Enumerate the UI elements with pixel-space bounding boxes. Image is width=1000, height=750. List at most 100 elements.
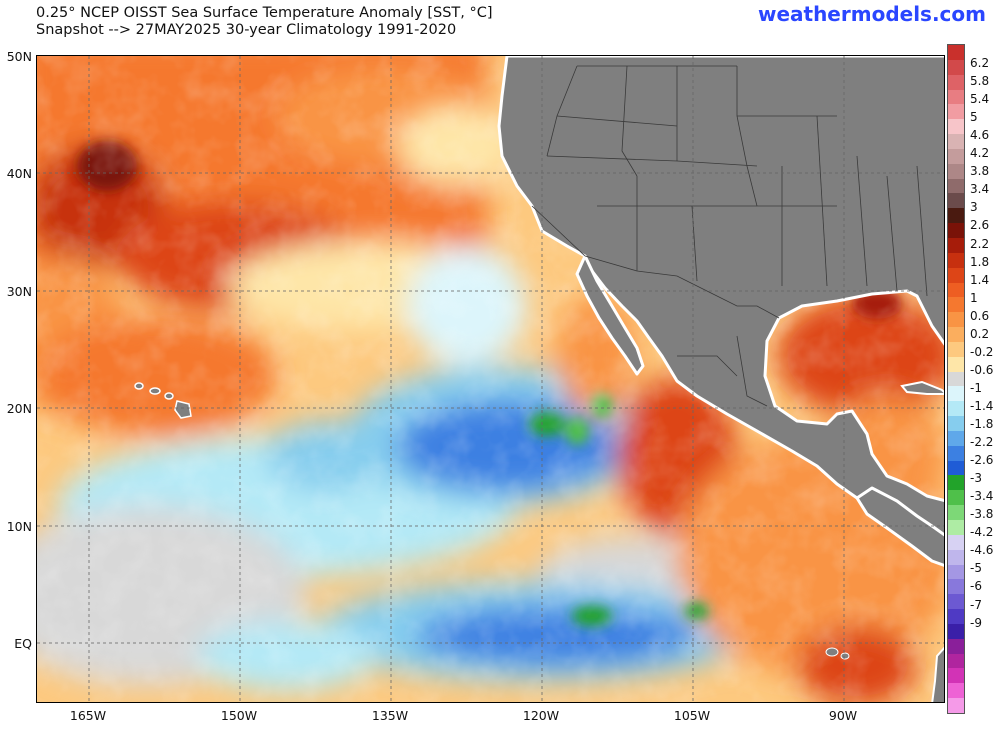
colorbar-tick-label: -0.2: [970, 344, 994, 359]
colorbar-segment: [948, 252, 964, 268]
colorbar-segment: [948, 237, 964, 253]
colorbar-segment: [948, 683, 964, 699]
colorbar-segment: [948, 594, 964, 610]
colorbar-segment: [948, 104, 964, 120]
colorbar-segment: [948, 119, 964, 135]
colorbar-segment: [948, 638, 964, 654]
colorbar-tick-label: -4.2: [970, 525, 994, 540]
colorbar-segment: [948, 59, 964, 75]
colorbar-segment: [948, 430, 964, 446]
graticule: [37, 56, 944, 702]
colorbar-segment: [948, 520, 964, 535]
map-subtitle: Snapshot --> 27MAY2025 30-year Climatolo…: [36, 22, 457, 38]
colorbar-tick-label: 4.2: [970, 146, 990, 161]
lat-label-20n: 20N: [6, 401, 32, 416]
colorbar-segment: [948, 416, 964, 431]
colorbar-segment: [948, 134, 964, 149]
colorbar-tick-label: -3: [970, 471, 982, 486]
lon-label-165w: 165W: [69, 708, 107, 723]
colorbar-segment: [948, 609, 964, 624]
colorbar-segment: [948, 490, 964, 506]
colorbar-segment: [948, 445, 964, 461]
map-title: 0.25° NCEP OISST Sea Surface Temperature…: [36, 5, 493, 21]
colorbar-tick-label: -3.8: [970, 507, 994, 522]
colorbar-tick-label: -1: [970, 380, 982, 395]
colorbar-segment: [948, 564, 964, 580]
colorbar-tick-label: -9: [970, 615, 982, 630]
colorbar-tick-label: 6.2: [970, 56, 990, 70]
colorbar-segment: [948, 579, 964, 595]
colorbar-segment: [948, 223, 964, 238]
colorbar-segment: [948, 653, 964, 669]
lon-label-135w: 135W: [371, 708, 409, 723]
land-south-america: [931, 646, 944, 702]
political-borders: [531, 65, 928, 407]
colorbar-tick-label: -7: [970, 597, 982, 612]
colorbar-segment: [948, 89, 964, 105]
colorbar-segment: [948, 386, 964, 402]
land-cuba: [900, 380, 944, 395]
colorbar-tick-label: -6: [970, 579, 982, 594]
colorbar-tick-label: 4.6: [970, 128, 990, 143]
colorbar-segment: [948, 267, 964, 283]
lon-label-105w: 105W: [673, 708, 711, 723]
lat-label-eq: EQ: [14, 636, 32, 651]
colorbar-segment: [948, 208, 964, 224]
land-baja: [575, 254, 645, 376]
colorbar-segment: [948, 460, 964, 476]
colorbar-segment: [948, 193, 964, 209]
colorbar-segment: [948, 371, 964, 387]
colorbar-tick-label: 0.2: [970, 326, 990, 341]
lat-label-30n: 30N: [6, 284, 32, 299]
lat-label-40n: 40N: [6, 166, 32, 181]
colorbar-segment: [948, 327, 964, 342]
colorbar-tick-label: -3.4: [970, 489, 994, 504]
colorbar-tick-label: -0.6: [970, 362, 994, 377]
colorbar-segment: [948, 45, 964, 60]
colorbar-tick-label: -1.4: [970, 398, 994, 413]
colorbar-tick-label: -1.8: [970, 417, 994, 431]
lat-label-50n: 50N: [6, 49, 32, 64]
colorbar-segment: [948, 668, 964, 684]
lon-label-90w: 90W: [828, 708, 858, 723]
colorbar-segment: [948, 74, 964, 90]
colorbar-segment: [948, 163, 964, 179]
colorbar-segment: [948, 475, 964, 491]
colorbar-tick-label: 5.4: [970, 92, 990, 107]
colorbar-segment: [948, 312, 964, 328]
colorbar-tick-label: -2.2: [970, 435, 994, 450]
colorbar-segment: [948, 356, 964, 372]
land-hawaii: [134, 382, 192, 419]
colorbar-tick-label: 3.4: [970, 182, 990, 197]
colorbar-tick-label: 1: [970, 290, 978, 305]
colorbar-tick-label: 5: [970, 110, 978, 125]
colorbar-tick-label: 5.8: [970, 74, 990, 89]
colorbar: [947, 44, 965, 714]
colorbar-tick-label: 1.8: [970, 254, 990, 269]
colorbar-segment: [948, 534, 964, 550]
colorbar-segment: [948, 297, 964, 313]
colorbar-tick-label: 1.4: [970, 272, 990, 287]
colorbar-segment: [948, 148, 964, 164]
sst-anomaly-map: [36, 55, 945, 703]
colorbar-segment: [948, 698, 964, 713]
colorbar-segment: [948, 549, 964, 565]
colorbar-tick-label: 0.6: [970, 308, 990, 323]
colorbar-tick-label: -4.6: [970, 543, 994, 558]
colorbar-segment: [948, 623, 964, 639]
colorbar-tick-label: -5: [970, 561, 982, 576]
colorbar-tick-label: -2.6: [970, 453, 994, 468]
brand-link[interactable]: weathermodels.com: [757, 2, 986, 26]
colorbar-segment: [948, 282, 964, 298]
colorbar-tick-label: 3.8: [970, 164, 990, 179]
colorbar-tick-label: 2.2: [970, 236, 990, 251]
lon-label-150w: 150W: [220, 708, 258, 723]
lon-label-120w: 120W: [522, 708, 560, 723]
colorbar-tick-label: 3: [970, 200, 978, 215]
colorbar-segment: [948, 401, 964, 417]
colorbar-tick-label: 2.6: [970, 218, 990, 233]
colorbar-segment: [948, 505, 964, 520]
colorbar-segment: [948, 178, 964, 194]
colorbar-segment: [948, 341, 964, 357]
land-galapagos: [825, 647, 850, 660]
